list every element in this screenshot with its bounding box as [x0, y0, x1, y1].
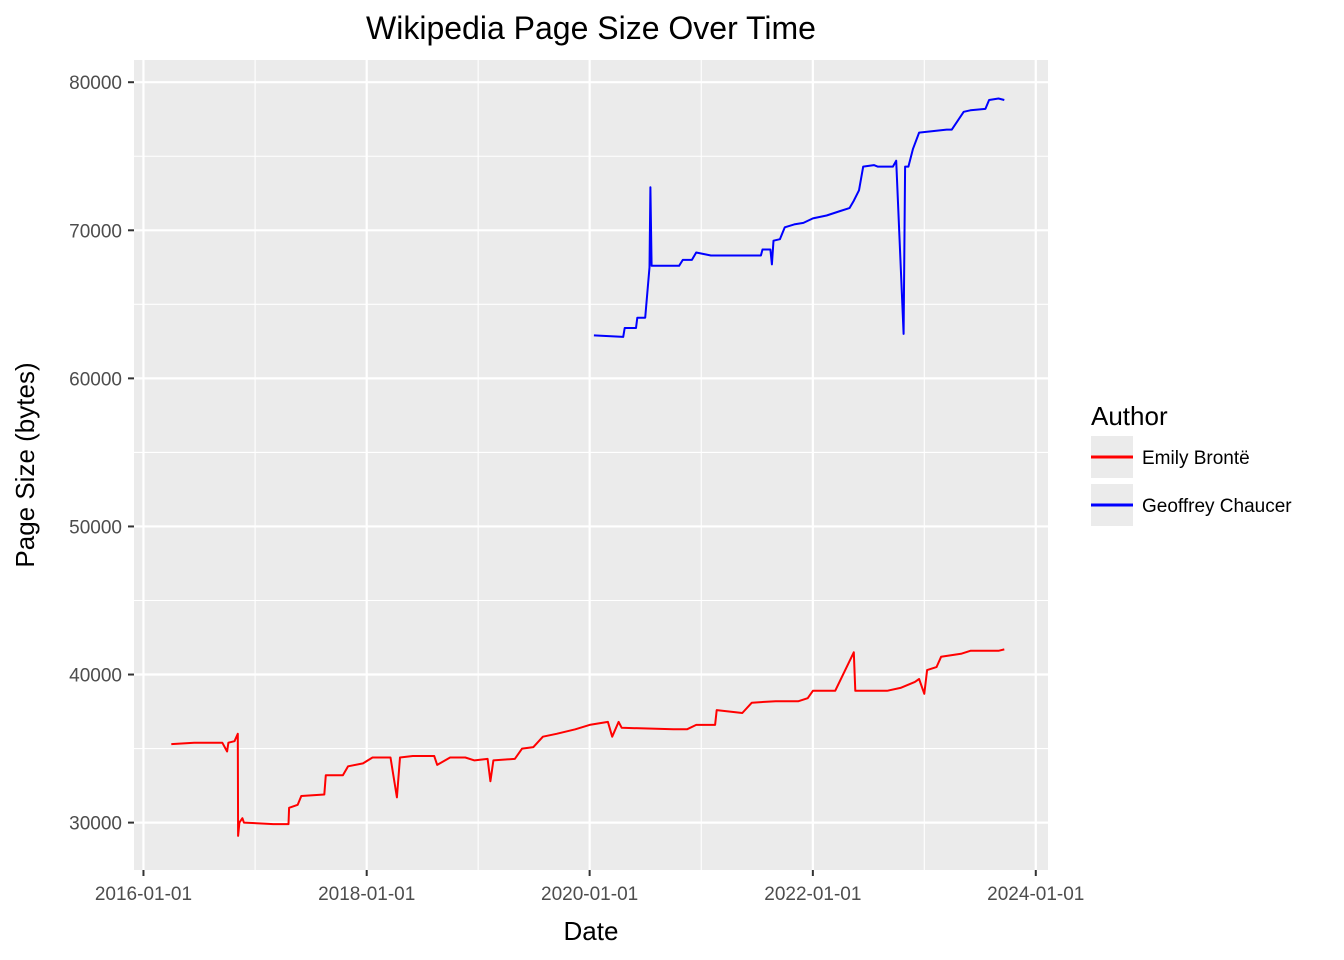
x-tick-label: 2024-01-01	[987, 884, 1084, 905]
series-line-emily-bront-	[171, 648, 1005, 837]
y-axis-title: Page Size (bytes)	[10, 362, 40, 567]
axis-ticks: 30000 40000 50000 60000 70000 80000 2016-01-01…	[69, 73, 1084, 905]
plot-panel	[134, 60, 1048, 870]
y-tick-label: 60000	[69, 369, 122, 390]
series-lines	[171, 97, 1005, 837]
x-tick-label: 2016-01-01	[95, 884, 192, 905]
gridlines	[134, 60, 1048, 870]
y-tick-label: 30000	[69, 814, 122, 835]
legend-label: Geoffrey Chaucer	[1142, 496, 1292, 517]
x-tick-label: 2022-01-01	[764, 884, 861, 905]
legend-label: Emily Brontë	[1142, 448, 1250, 469]
y-tick-label: 40000	[69, 666, 122, 687]
legend-items: Emily Brontë Geoffrey Chaucer	[1091, 436, 1292, 526]
series-line-geoffrey-chaucer	[593, 97, 1005, 338]
x-tick-label: 2018-01-01	[318, 884, 415, 905]
y-tick-label: 70000	[69, 221, 122, 242]
chart-title: Wikipedia Page Size Over Time	[366, 10, 816, 46]
legend: Author Emily Brontë Geoffrey Chaucer	[1091, 401, 1292, 526]
x-axis-title: Date	[564, 916, 619, 946]
y-tick-label: 50000	[69, 517, 122, 538]
legend-title: Author	[1091, 401, 1168, 431]
x-tick-label: 2020-01-01	[541, 884, 638, 905]
y-tick-label: 80000	[69, 73, 122, 94]
